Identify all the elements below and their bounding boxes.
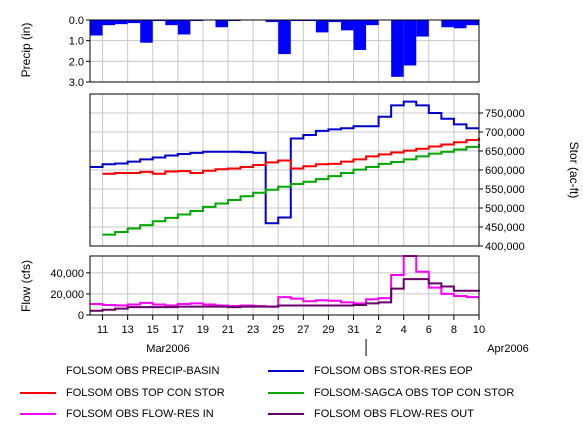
legend-label-stor: FOLSOM OBS STOR-RES EOP — [314, 365, 473, 377]
precip-bar — [265, 20, 279, 23]
precip-bar — [177, 20, 191, 35]
legend-label-topcon: FOLSOM OBS TOP CON STOR — [66, 387, 225, 399]
y-tick-label: 400,000 — [485, 241, 525, 253]
legend-swatch-flow-in — [20, 413, 56, 415]
series-line-1-0 — [90, 100, 479, 225]
x-tick-label: 15 — [147, 324, 159, 336]
chart-svg: 0.0 1.0 2.0 3.0 Precip (in) 400,000 450,000 500… — [19, 15, 581, 356]
series-line-2-1 — [90, 278, 480, 312]
y-axis-label: Flow (cfs) — [19, 260, 33, 312]
x-tick-label: 13 — [122, 324, 134, 336]
precip-bar — [416, 20, 429, 37]
legend-item-stor: FOLSOM OBS STOR-RES EOP — [268, 365, 473, 377]
y-tick-label: 2.0 — [69, 56, 84, 68]
panel-frame-2 — [89, 255, 480, 316]
x-tick-label: 2 — [376, 324, 382, 336]
precip-bar — [315, 20, 329, 33]
y-tick-label: 40,000 — [50, 268, 84, 280]
precip-bar — [453, 20, 467, 29]
month-label-mar: Mar2006 — [146, 343, 189, 355]
precip-bar — [366, 20, 379, 26]
precip-bar — [90, 20, 103, 36]
precip-bar — [441, 20, 454, 28]
series-line-1-1 — [102, 137, 480, 175]
precip-bar — [353, 20, 367, 50]
y-tick-label: 750,000 — [485, 108, 525, 120]
y-tick-label: 1.0 — [69, 36, 84, 48]
precip-bar — [391, 20, 404, 77]
legend-label-flow-in: FOLSOM OBS FLOW-RES IN — [66, 408, 214, 420]
precip-bar — [152, 20, 166, 22]
precip-bar — [215, 20, 229, 28]
x-tick-label: 10 — [473, 324, 485, 336]
precip-bar — [127, 20, 141, 24]
legend-swatch-flow-out — [268, 413, 304, 415]
y-tick-label: 3.0 — [69, 77, 84, 89]
legend-item-sagca: FOLSOM-SAGCA OBS TOP CON STOR — [268, 387, 514, 399]
precip-bar — [403, 20, 417, 66]
x-tick-label: 17 — [172, 324, 184, 336]
precip-bar — [140, 20, 153, 43]
series-line-1-2 — [102, 144, 480, 236]
legend-swatch-sagca — [268, 392, 304, 394]
legend-label-sagca: FOLSOM-SAGCA OBS TOP CON STOR — [314, 387, 515, 399]
y-axis-label: Stor (ac-ft) — [567, 142, 581, 199]
precip-bar — [328, 20, 341, 23]
x-tick-label: 23 — [247, 324, 259, 336]
legend-label-flow-out: FOLSOM OBS FLOW-RES OUT — [314, 408, 474, 420]
precip-bar — [466, 20, 479, 26]
x-tick-label: 8 — [451, 324, 457, 336]
legend-item-precip: FOLSOM OBS PRECIP-BASIN — [66, 365, 219, 377]
month-label-apr: Apr2006 — [487, 343, 529, 355]
x-tick-label: 4 — [401, 324, 407, 336]
precip-bar — [115, 20, 128, 25]
x-tick-label: 21 — [222, 324, 234, 336]
y-tick-label: 700,000 — [485, 127, 525, 139]
legend: FOLSOM OBS PRECIP-BASIN FOLSOM OBS STOR-… — [0, 360, 583, 428]
precip-bar — [165, 20, 178, 26]
y-axis-label: Precip (in) — [19, 23, 33, 78]
legend-label-precip: FOLSOM OBS PRECIP-BASIN — [66, 365, 220, 377]
x-tick-label: 19 — [197, 324, 209, 336]
panel-frame-1 — [89, 93, 480, 247]
legend-item-topcon: FOLSOM OBS TOP CON STOR — [20, 387, 225, 399]
precip-bar — [102, 20, 116, 26]
legend-swatch-stor — [268, 370, 304, 372]
x-tick-label: 27 — [297, 324, 309, 336]
legend-item-flow-out: FOLSOM OBS FLOW-RES OUT — [268, 408, 474, 420]
precip-bar — [278, 20, 291, 55]
x-tick-label: 31 — [347, 324, 359, 336]
legend-swatch-topcon — [20, 392, 56, 394]
x-tick-label: 6 — [426, 324, 432, 336]
y-tick-label: 500,000 — [485, 203, 525, 215]
y-tick-label: 0.0 — [69, 15, 84, 27]
precip-bar — [228, 20, 241, 22]
legend-item-flow-in: FOLSOM OBS FLOW-RES IN — [20, 408, 214, 420]
panel-frame-0 — [89, 19, 480, 83]
x-tick-label: 11 — [97, 324, 108, 336]
precip-bar — [303, 20, 316, 22]
precip-bar — [340, 20, 354, 31]
y-tick-label: 20,000 — [50, 289, 84, 301]
x-tick-label: 25 — [272, 324, 284, 336]
precip-bar — [290, 20, 304, 22]
x-tick-label: 29 — [322, 324, 334, 336]
y-tick-label: 0 — [78, 310, 84, 322]
series-line-2-0 — [90, 255, 479, 308]
precip-bar — [190, 20, 203, 22]
y-tick-label: 450,000 — [485, 222, 525, 234]
y-tick-label: 650,000 — [485, 146, 525, 158]
y-tick-label: 550,000 — [485, 184, 525, 196]
y-tick-label: 600,000 — [485, 165, 525, 177]
